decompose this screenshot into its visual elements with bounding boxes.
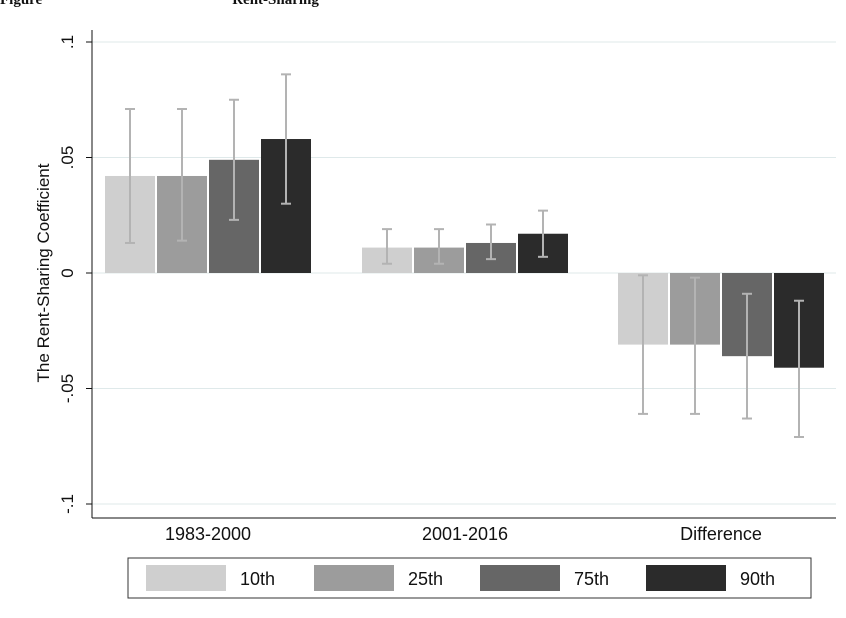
y-tick-label: .05 — [58, 146, 77, 170]
y-tick-label: 0 — [58, 268, 77, 277]
legend-swatch — [146, 565, 226, 591]
y-tick-label: -.1 — [58, 494, 77, 514]
legend-label: 90th — [740, 569, 775, 589]
figure-caption: Figure Rent-Sharing — [0, 0, 846, 12]
x-category-label: 1983-2000 — [165, 524, 251, 544]
caption-left: Figure — [0, 0, 43, 8]
x-category-label: 2001-2016 — [422, 524, 508, 544]
legend-swatch — [480, 565, 560, 591]
x-category-label: Difference — [680, 524, 762, 544]
legend-swatch — [646, 565, 726, 591]
legend-label: 25th — [408, 569, 443, 589]
y-tick-label: -.05 — [58, 374, 77, 403]
y-axis-label: The Rent-Sharing Coefficient — [34, 163, 53, 382]
caption-right: Rent-Sharing — [232, 0, 319, 8]
y-tick-label: .1 — [58, 35, 77, 49]
legend-label: 10th — [240, 569, 275, 589]
legend-label: 75th — [574, 569, 609, 589]
legend-swatch — [314, 565, 394, 591]
